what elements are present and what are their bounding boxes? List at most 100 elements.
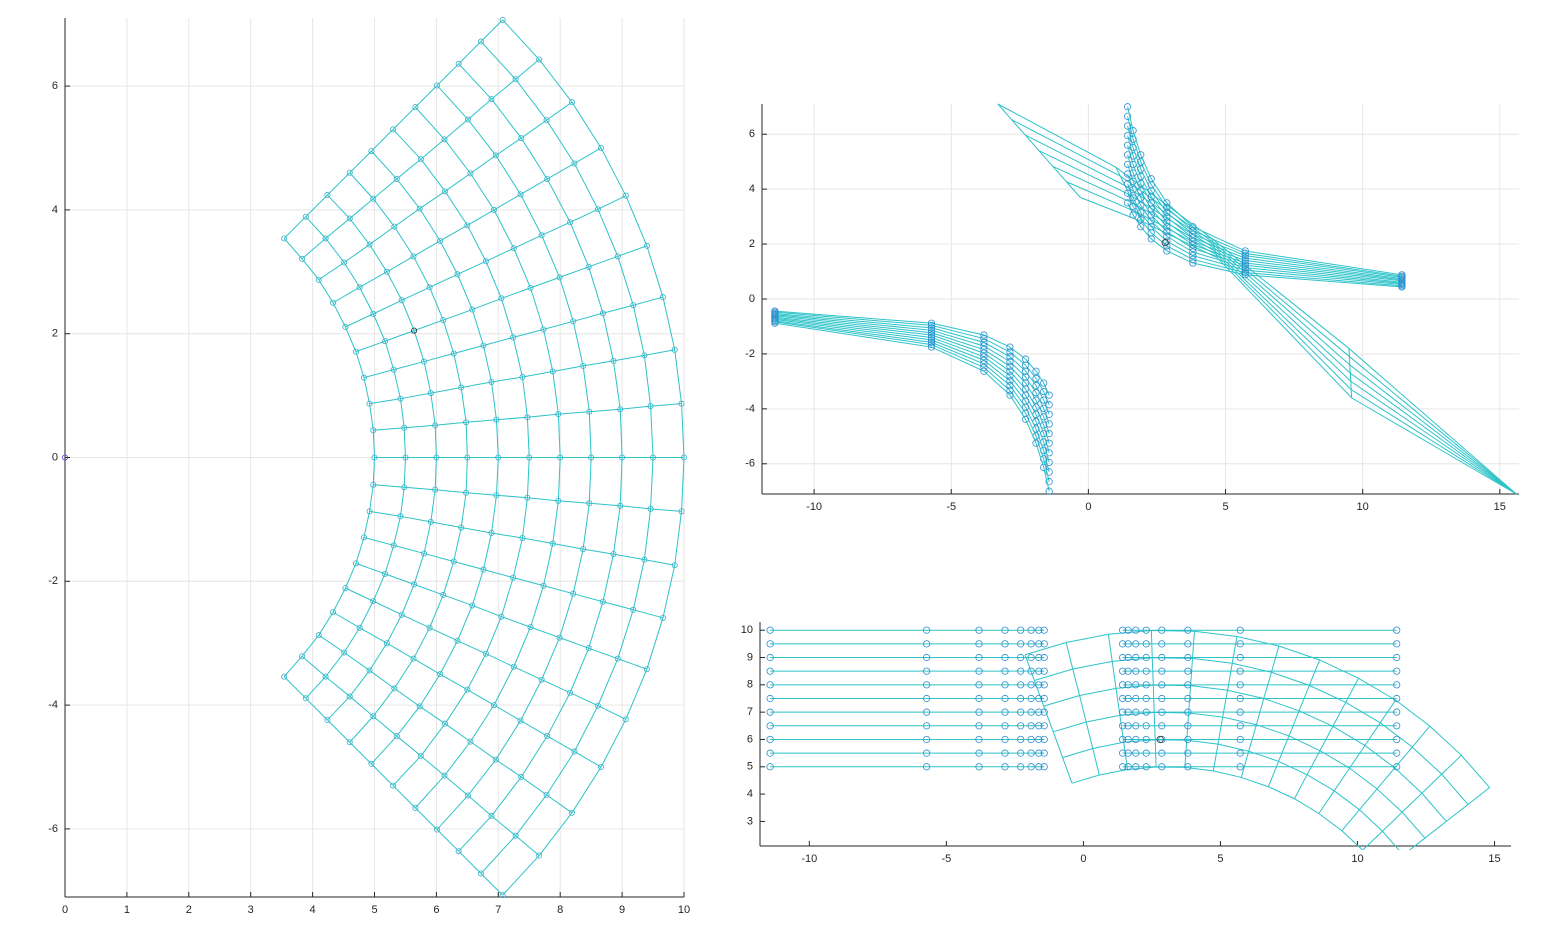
mesh-line xyxy=(436,85,592,830)
mesh-marker xyxy=(499,892,506,899)
y-tick-label: -6 xyxy=(48,823,58,835)
mesh-marker xyxy=(441,136,448,143)
series-line xyxy=(774,321,1050,482)
mesh-marker xyxy=(599,598,606,605)
axes: -6 -4 -2 0 2 4 6 -10 -5 0 5 10 15 xyxy=(745,104,1519,513)
mesh-line xyxy=(1341,725,1431,832)
mesh-marker xyxy=(402,454,409,461)
y-tick-label: 6 xyxy=(52,80,58,92)
mesh-marker xyxy=(498,613,505,620)
series-marker xyxy=(1021,415,1030,423)
mesh-marker xyxy=(427,390,434,397)
series-marker xyxy=(1124,667,1132,675)
mesh-marker xyxy=(397,513,404,520)
series-marker xyxy=(927,336,936,344)
series-marker xyxy=(927,333,936,342)
series-marker xyxy=(1017,667,1025,675)
mesh-marker xyxy=(510,334,517,341)
y-tick-label: -6 xyxy=(745,458,755,470)
series-marker xyxy=(1184,626,1192,634)
series-marker xyxy=(923,667,931,675)
series-marker xyxy=(1393,722,1401,730)
x-tick-label: 4 xyxy=(310,904,316,916)
mesh-marker xyxy=(416,703,423,710)
x-tick-label: 2 xyxy=(186,904,192,916)
series-marker xyxy=(975,749,983,757)
series-marker xyxy=(1137,216,1145,224)
mesh-marker xyxy=(647,403,654,410)
series-marker xyxy=(1124,131,1132,140)
series-marker xyxy=(1001,694,1009,703)
mesh-marker xyxy=(432,422,439,429)
series-line xyxy=(1127,202,1402,288)
series-marker xyxy=(923,681,931,689)
mesh-marker xyxy=(352,348,359,355)
series-marker xyxy=(1035,763,1043,771)
series-marker xyxy=(1184,749,1192,757)
series-marker xyxy=(1027,763,1035,771)
mesh-line xyxy=(1240,645,1280,778)
series-marker xyxy=(1124,103,1132,111)
mesh-marker xyxy=(324,716,331,723)
mesh-marker xyxy=(490,702,497,709)
mesh-marker xyxy=(598,144,605,151)
series-marker xyxy=(1132,735,1140,744)
mesh-line xyxy=(1318,699,1397,814)
mesh-marker xyxy=(410,655,417,662)
series-marker xyxy=(1124,681,1132,689)
series-marker xyxy=(1119,640,1127,648)
mesh-marker xyxy=(346,215,353,222)
mesh-marker xyxy=(450,558,457,565)
mesh-marker xyxy=(330,609,337,616)
mesh-marker xyxy=(346,693,353,700)
series-marker xyxy=(1393,667,1401,675)
series-marker xyxy=(1132,708,1140,716)
mesh-marker xyxy=(366,508,373,515)
mesh-marker xyxy=(536,852,543,859)
series-marker xyxy=(1124,122,1132,130)
series-marker xyxy=(1241,271,1249,279)
series-marker xyxy=(1006,377,1014,385)
y-tick-label: -4 xyxy=(745,403,755,415)
mesh-marker xyxy=(324,192,331,199)
mesh-marker xyxy=(614,253,621,260)
series-marker xyxy=(1032,367,1040,375)
mesh-marker xyxy=(356,624,363,631)
mesh-marker xyxy=(412,804,419,811)
plot-area xyxy=(62,16,688,899)
mesh-marker xyxy=(480,342,487,349)
series-marker xyxy=(1236,749,1244,757)
series-marker xyxy=(1393,694,1401,703)
series-marker xyxy=(980,367,988,375)
mesh-marker xyxy=(571,748,578,755)
mesh-marker xyxy=(492,152,499,159)
series-marker xyxy=(1119,653,1127,662)
series-marker xyxy=(1124,749,1132,757)
x-tick-label: 15 xyxy=(1494,501,1506,513)
series-marker xyxy=(1119,694,1127,703)
series-marker xyxy=(975,626,983,634)
series-marker xyxy=(1124,626,1132,634)
mesh-marker xyxy=(440,591,447,598)
mesh-marker xyxy=(397,395,404,402)
mesh-marker xyxy=(455,848,462,855)
mesh-marker xyxy=(302,695,309,702)
series-marker xyxy=(1021,367,1030,375)
series-marker xyxy=(1040,379,1048,387)
x-tick-label: 1 xyxy=(124,904,130,916)
series-marker xyxy=(1163,199,1171,207)
mesh-marker xyxy=(492,756,499,763)
mesh-line xyxy=(305,216,406,699)
mesh-marker xyxy=(610,551,617,558)
mesh-marker xyxy=(512,832,519,839)
series-marker xyxy=(1017,626,1025,634)
mesh-marker xyxy=(302,213,309,220)
mesh-marker xyxy=(450,350,457,357)
mesh-marker xyxy=(681,454,688,461)
series-marker xyxy=(1006,381,1014,390)
mesh-marker xyxy=(549,540,556,547)
mesh-marker xyxy=(360,374,367,381)
x-tick-label: -10 xyxy=(801,853,817,865)
series-marker xyxy=(1393,749,1401,757)
series-marker xyxy=(1184,722,1192,730)
